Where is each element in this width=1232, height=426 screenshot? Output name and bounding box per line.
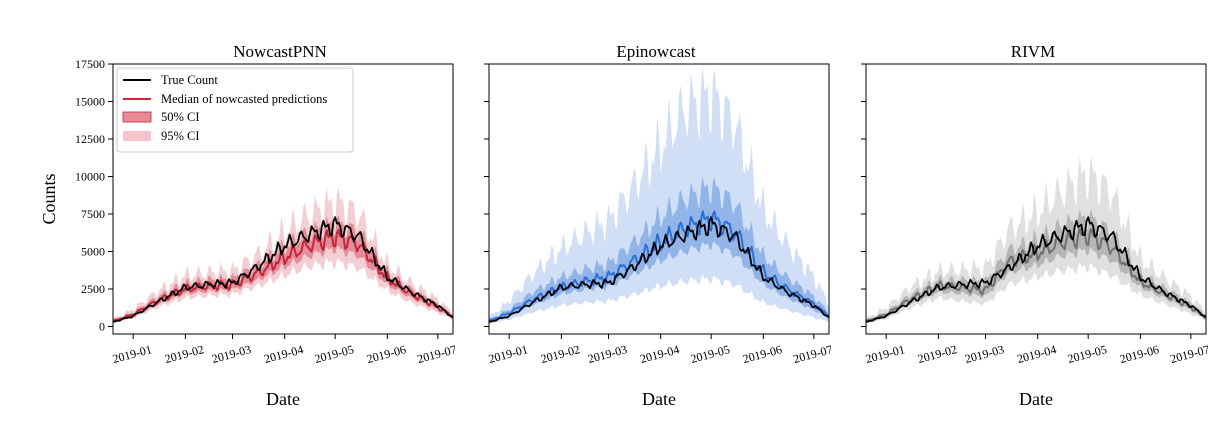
y-tick-label: 5000 xyxy=(81,245,105,259)
legend-box xyxy=(116,67,354,153)
line-true-count xyxy=(112,216,454,323)
y-tick-label: 12500 xyxy=(75,132,105,146)
legend-swatch-ci95 xyxy=(123,131,151,141)
plot-frame xyxy=(865,63,1207,335)
x-tick-label: 2019-01 xyxy=(111,342,153,366)
x-tick-label: 2019-04 xyxy=(1016,342,1058,366)
y-tick-label: 15000 xyxy=(75,95,105,109)
y-tick-label: 2500 xyxy=(81,282,105,296)
line-true-count xyxy=(865,216,1207,323)
y-tick-label: 10000 xyxy=(75,170,105,184)
x-axis-title: Date xyxy=(1019,389,1053,409)
x-tick-label: 2019-03 xyxy=(210,342,252,366)
x-axis-title: Date xyxy=(642,389,676,409)
band-95-ci xyxy=(489,63,829,324)
y-axis-title: Counts xyxy=(39,173,59,224)
band-95-ci xyxy=(866,156,1206,324)
panel-nowcastpnn: NowcastPNN 0 2500 5000 7500 10000 12500 15000 1… xyxy=(39,42,458,409)
plot-frame xyxy=(112,63,454,335)
x-tick-label: 2019-05 xyxy=(689,342,731,366)
y-axis xyxy=(484,63,489,327)
x-tick-label: 2019-06 xyxy=(365,342,407,366)
y-tick-label: 17500 xyxy=(75,57,105,71)
panel-title: Epinowcast xyxy=(616,42,696,61)
y-tick-label: 0 xyxy=(99,320,105,334)
legend-label-median: Median of nowcasted predictions xyxy=(161,92,327,106)
x-tick-label: 2019-02 xyxy=(539,342,581,366)
legend-swatch-ci50 xyxy=(122,111,152,123)
x-tick-label: 2019-05 xyxy=(1066,342,1108,366)
x-tick-label: 2019-02 xyxy=(916,342,958,366)
panel-title: NowcastPNN xyxy=(233,42,327,61)
x-tick-label: 2019-06 xyxy=(741,342,783,366)
legend-label-ci50: 50% CI xyxy=(161,110,200,124)
y-tick-label: 7500 xyxy=(81,207,105,221)
x-axis: 2019-01 2019-02 2019-03 2019-04 2019-05 2019-… xyxy=(487,334,834,366)
plot-area xyxy=(112,187,454,323)
plot-area xyxy=(865,156,1207,324)
legend: True Count Median of nowcasted predictio… xyxy=(116,67,354,153)
panel-title: RIVM xyxy=(1011,42,1055,61)
y-axis xyxy=(861,63,866,327)
x-tick-label: 2019-04 xyxy=(639,342,681,366)
panel-rivm: RIVM 2019-01 2019-02 2019-03 2019-04 2019-05… xyxy=(861,42,1211,409)
panel-epinowcast: Epinowcast 2019-01 2019-02 2019-03 2019-04 2… xyxy=(484,42,834,409)
x-tick-label: 2019-05 xyxy=(313,342,355,366)
plot-area xyxy=(488,63,830,324)
x-axis-title: Date xyxy=(266,389,300,409)
x-tick-label: 2019-01 xyxy=(864,342,906,366)
legend-label-ci95: 95% CI xyxy=(161,129,200,143)
x-axis: 2019-01 2019-02 2019-03 2019-04 2019-05 2019-… xyxy=(111,334,458,366)
plot-frame xyxy=(488,63,830,335)
line-true-count xyxy=(488,216,830,323)
x-tick-label: 2019-04 xyxy=(263,342,305,366)
y-axis: 0 2500 5000 7500 10000 12500 15000 17500 xyxy=(75,57,113,334)
x-tick-label: 2019-07 xyxy=(1169,342,1211,366)
x-tick-label: 2019-01 xyxy=(487,342,529,366)
x-tick-label: 2019-07 xyxy=(416,342,458,366)
x-axis: 2019-01 2019-02 2019-03 2019-04 2019-05 2019-… xyxy=(864,334,1211,366)
x-tick-label: 2019-03 xyxy=(586,342,628,366)
x-tick-label: 2019-03 xyxy=(963,342,1005,366)
x-tick-label: 2019-06 xyxy=(1118,342,1160,366)
x-tick-label: 2019-02 xyxy=(163,342,205,366)
x-tick-label: 2019-07 xyxy=(792,342,834,366)
legend-label-true-count: True Count xyxy=(161,73,218,87)
